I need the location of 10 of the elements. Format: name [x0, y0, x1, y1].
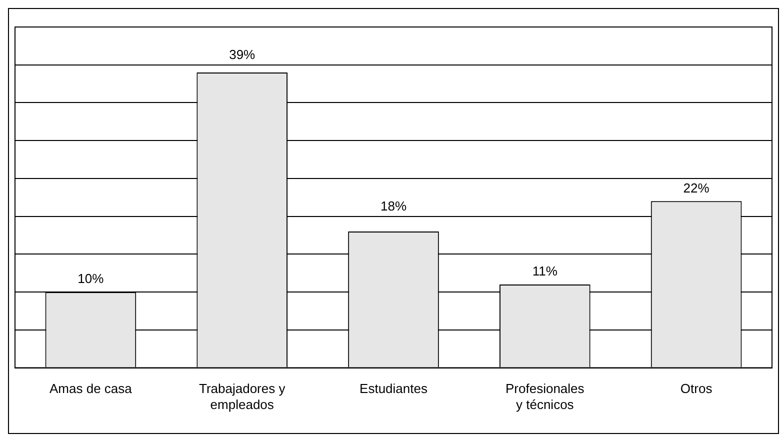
x-tick-label: Trabajadores y empleados: [198, 381, 286, 412]
x-tick-label: Amas de casa: [50, 381, 133, 396]
data-label: 22%: [683, 180, 710, 196]
data-label: 18%: [380, 198, 407, 214]
x-tick-label: Otros: [680, 381, 713, 396]
data-label: 11%: [532, 264, 558, 279]
data-label: 10%: [78, 271, 104, 286]
x-tick-label: Profesionales y técnicos: [506, 381, 585, 412]
x-tick-label: Estudiantes: [360, 381, 428, 396]
data-label: 39%: [229, 46, 256, 62]
